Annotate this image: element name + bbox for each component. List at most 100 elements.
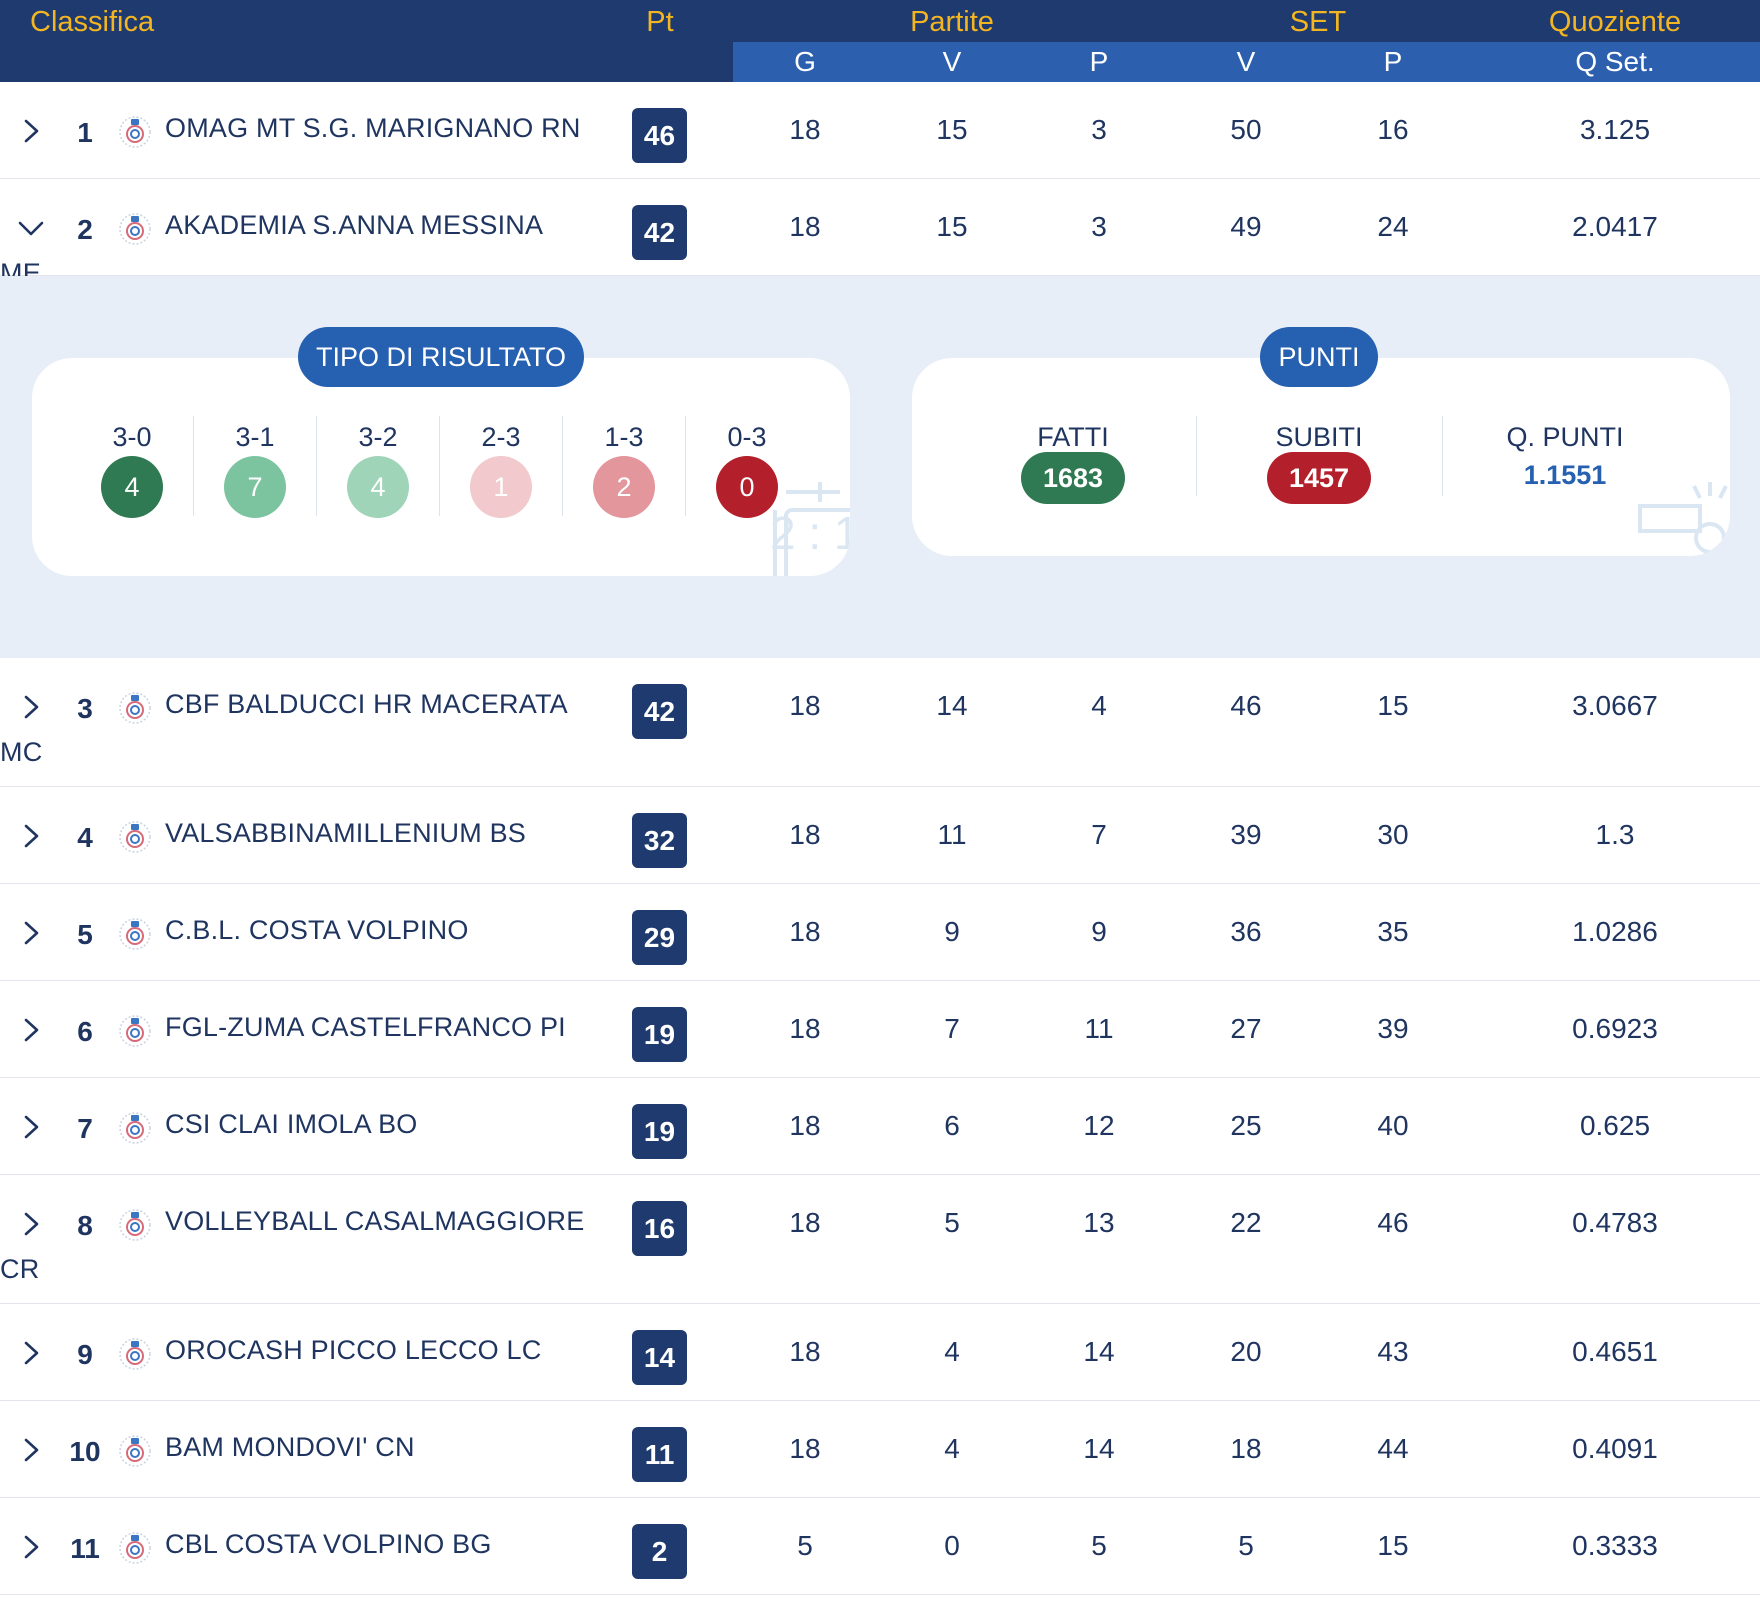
- scoreboard-decor-text: 2 : 1: [770, 507, 850, 559]
- rank: 1: [77, 117, 93, 148]
- stat-q: 3.125: [1579, 114, 1651, 145]
- points-badge: 2: [632, 1524, 687, 1579]
- stat-sv: 22: [1230, 1207, 1262, 1238]
- points-badge: 19: [632, 1104, 687, 1159]
- table-row[interactable]: 11 CBL COSTA VOLPINO BG 2 5 0 5 5 15 0.3333: [0, 1498, 1760, 1595]
- team-logo-icon: [118, 1434, 152, 1468]
- header-set-p[interactable]: P: [1383, 46, 1403, 77]
- stat-g: 18: [789, 1336, 821, 1367]
- team-name[interactable]: C.B.L. COSTA VOLPINO: [165, 915, 469, 945]
- chevron-right-icon[interactable]: [18, 1211, 44, 1237]
- chevron-down-icon[interactable]: [18, 215, 44, 241]
- qpunti-value: 1.1551: [1523, 460, 1607, 490]
- team-name[interactable]: BAM MONDOVI' CN: [165, 1432, 415, 1462]
- table-row[interactable]: 7 CSI CLAI IMOLA BO 19 18 6 12 25 40 0.625: [0, 1078, 1760, 1175]
- stat-pp: 9: [1091, 916, 1107, 947]
- points-badge: 42: [632, 684, 687, 739]
- result-type-title: TIPO DI RISULTATO: [298, 327, 584, 387]
- header-set-v[interactable]: V: [1236, 46, 1256, 77]
- stat-pv: 5: [944, 1207, 960, 1238]
- stat-q: 0.4091: [1572, 1433, 1658, 1464]
- team-name[interactable]: FGL-ZUMA CASTELFRANCO PI: [165, 1012, 566, 1042]
- stat-q: 1.3: [1595, 819, 1635, 850]
- chevron-right-icon[interactable]: [18, 1017, 44, 1043]
- stat-g: 18: [789, 1013, 821, 1044]
- result-type-count: 7: [224, 456, 286, 518]
- header-qset[interactable]: Q Set.: [1575, 46, 1655, 77]
- stat-sp: 35: [1377, 916, 1409, 947]
- stat-pp: 5: [1091, 1530, 1107, 1561]
- stat-sv: 18: [1230, 1433, 1262, 1464]
- stat-pv: 0: [944, 1530, 960, 1561]
- stat-pv: 14: [936, 690, 968, 721]
- header-quoziente: Quoziente: [1548, 6, 1682, 38]
- rank: 11: [70, 1533, 100, 1564]
- team-logo-icon: [118, 917, 152, 951]
- stat-sp: 16: [1377, 114, 1409, 145]
- team-name[interactable]: CBF BALDUCCI HR MACERATA MC: [0, 689, 567, 767]
- team-name[interactable]: CSI CLAI IMOLA BO: [165, 1109, 418, 1139]
- team-name[interactable]: AKADEMIA S.ANNA MESSINA ME: [0, 210, 542, 288]
- table-row[interactable]: 3 CBF BALDUCCI HR MACERATA MC 42 18 14 4 46 15 3…: [0, 658, 1760, 787]
- header-partite-p[interactable]: P: [1089, 46, 1109, 77]
- table-row[interactable]: 10 BAM MONDOVI' CN 11 18 4 14 18 44 0.4091: [0, 1401, 1760, 1498]
- table-row[interactable]: 1 OMAG MT S.G. MARIGNANO RN 46 18 15 3 50 16 3.1…: [0, 82, 1760, 179]
- table-header: Classifica Pt Partite SET Quoziente G V …: [0, 0, 1760, 82]
- stat-g: 18: [789, 211, 821, 242]
- stat-q: 0.3333: [1572, 1530, 1658, 1561]
- whistle-decor-icon: [1638, 482, 1728, 554]
- team-name[interactable]: CBL COSTA VOLPINO BG: [165, 1529, 492, 1559]
- divider: [193, 416, 194, 516]
- stat-q: 0.6923: [1572, 1013, 1658, 1044]
- result-type-card: 3-0 4 3-1 7 3-2 4 2-3 1 1-3 2 0-3 0 2 : 1: [32, 358, 850, 576]
- rank: 10: [69, 1436, 101, 1467]
- team-name[interactable]: OMAG MT S.G. MARIGNANO RN: [165, 113, 581, 143]
- stat-sp: 15: [1377, 1530, 1409, 1561]
- table-row[interactable]: 2 AKADEMIA S.ANNA MESSINA ME 42 18 15 3 49 24 2.…: [0, 179, 1760, 288]
- chevron-right-icon[interactable]: [18, 1340, 44, 1366]
- team-logo-icon: [118, 1111, 152, 1145]
- chevron-right-icon[interactable]: [18, 823, 44, 849]
- team-logo-icon: [118, 1208, 152, 1242]
- stat-g: 18: [789, 819, 821, 850]
- chevron-right-icon[interactable]: [18, 694, 44, 720]
- rank: 6: [77, 1016, 93, 1047]
- result-type-count: 2: [593, 456, 655, 518]
- divider: [439, 416, 440, 516]
- stat-pv: 7: [944, 1013, 960, 1044]
- table-row[interactable]: 4 VALSABBINAMILLENIUM BS 32 18 11 7 39 30 1.3: [0, 787, 1760, 884]
- team-logo-icon: [118, 1337, 152, 1371]
- header-classifica[interactable]: Classifica: [30, 6, 155, 38]
- team-name[interactable]: OROCASH PICCO LECCO LC: [165, 1335, 542, 1365]
- team-logo-icon: [118, 1531, 152, 1565]
- rank: 8: [77, 1210, 93, 1241]
- stat-g: 5: [797, 1530, 813, 1561]
- result-type-count: 1: [470, 456, 532, 518]
- points-badge: 29: [632, 910, 687, 965]
- points-badge: 11: [632, 1427, 687, 1482]
- stat-pv: 4: [944, 1336, 960, 1367]
- chevron-right-icon[interactable]: [18, 1114, 44, 1140]
- chevron-right-icon[interactable]: [18, 1534, 44, 1560]
- stat-g: 18: [789, 1433, 821, 1464]
- stat-pp: 11: [1084, 1013, 1114, 1044]
- header-pt[interactable]: Pt: [646, 6, 674, 38]
- chevron-right-icon[interactable]: [18, 1437, 44, 1463]
- divider: [685, 416, 686, 516]
- chevron-right-icon[interactable]: [18, 118, 44, 144]
- header-g[interactable]: G: [794, 46, 816, 77]
- table-row[interactable]: 5 C.B.L. COSTA VOLPINO 29 18 9 9 36 35 1.0286: [0, 884, 1760, 981]
- team-name[interactable]: VOLLEYBALL CASALMAGGIORE CR: [0, 1206, 585, 1284]
- chevron-right-icon[interactable]: [18, 920, 44, 946]
- table-row[interactable]: 8 VOLLEYBALL CASALMAGGIORE CR 16 18 5 13 22 46 0…: [0, 1175, 1760, 1304]
- stat-g: 18: [789, 916, 821, 947]
- table-row[interactable]: 6 FGL-ZUMA CASTELFRANCO PI 19 18 7 11 27 39 0.69…: [0, 981, 1760, 1078]
- table-row[interactable]: 9 OROCASH PICCO LECCO LC 14 18 4 14 20 43 0.4651: [0, 1304, 1760, 1401]
- qpunti-label: Q. PUNTI: [1506, 422, 1624, 452]
- points-badge: 14: [632, 1330, 687, 1385]
- points-badge: 16: [632, 1201, 687, 1256]
- stat-sv: 36: [1230, 916, 1262, 947]
- header-partite-v[interactable]: V: [942, 46, 962, 77]
- stat-sp: 30: [1377, 819, 1409, 850]
- team-name[interactable]: VALSABBINAMILLENIUM BS: [165, 818, 527, 848]
